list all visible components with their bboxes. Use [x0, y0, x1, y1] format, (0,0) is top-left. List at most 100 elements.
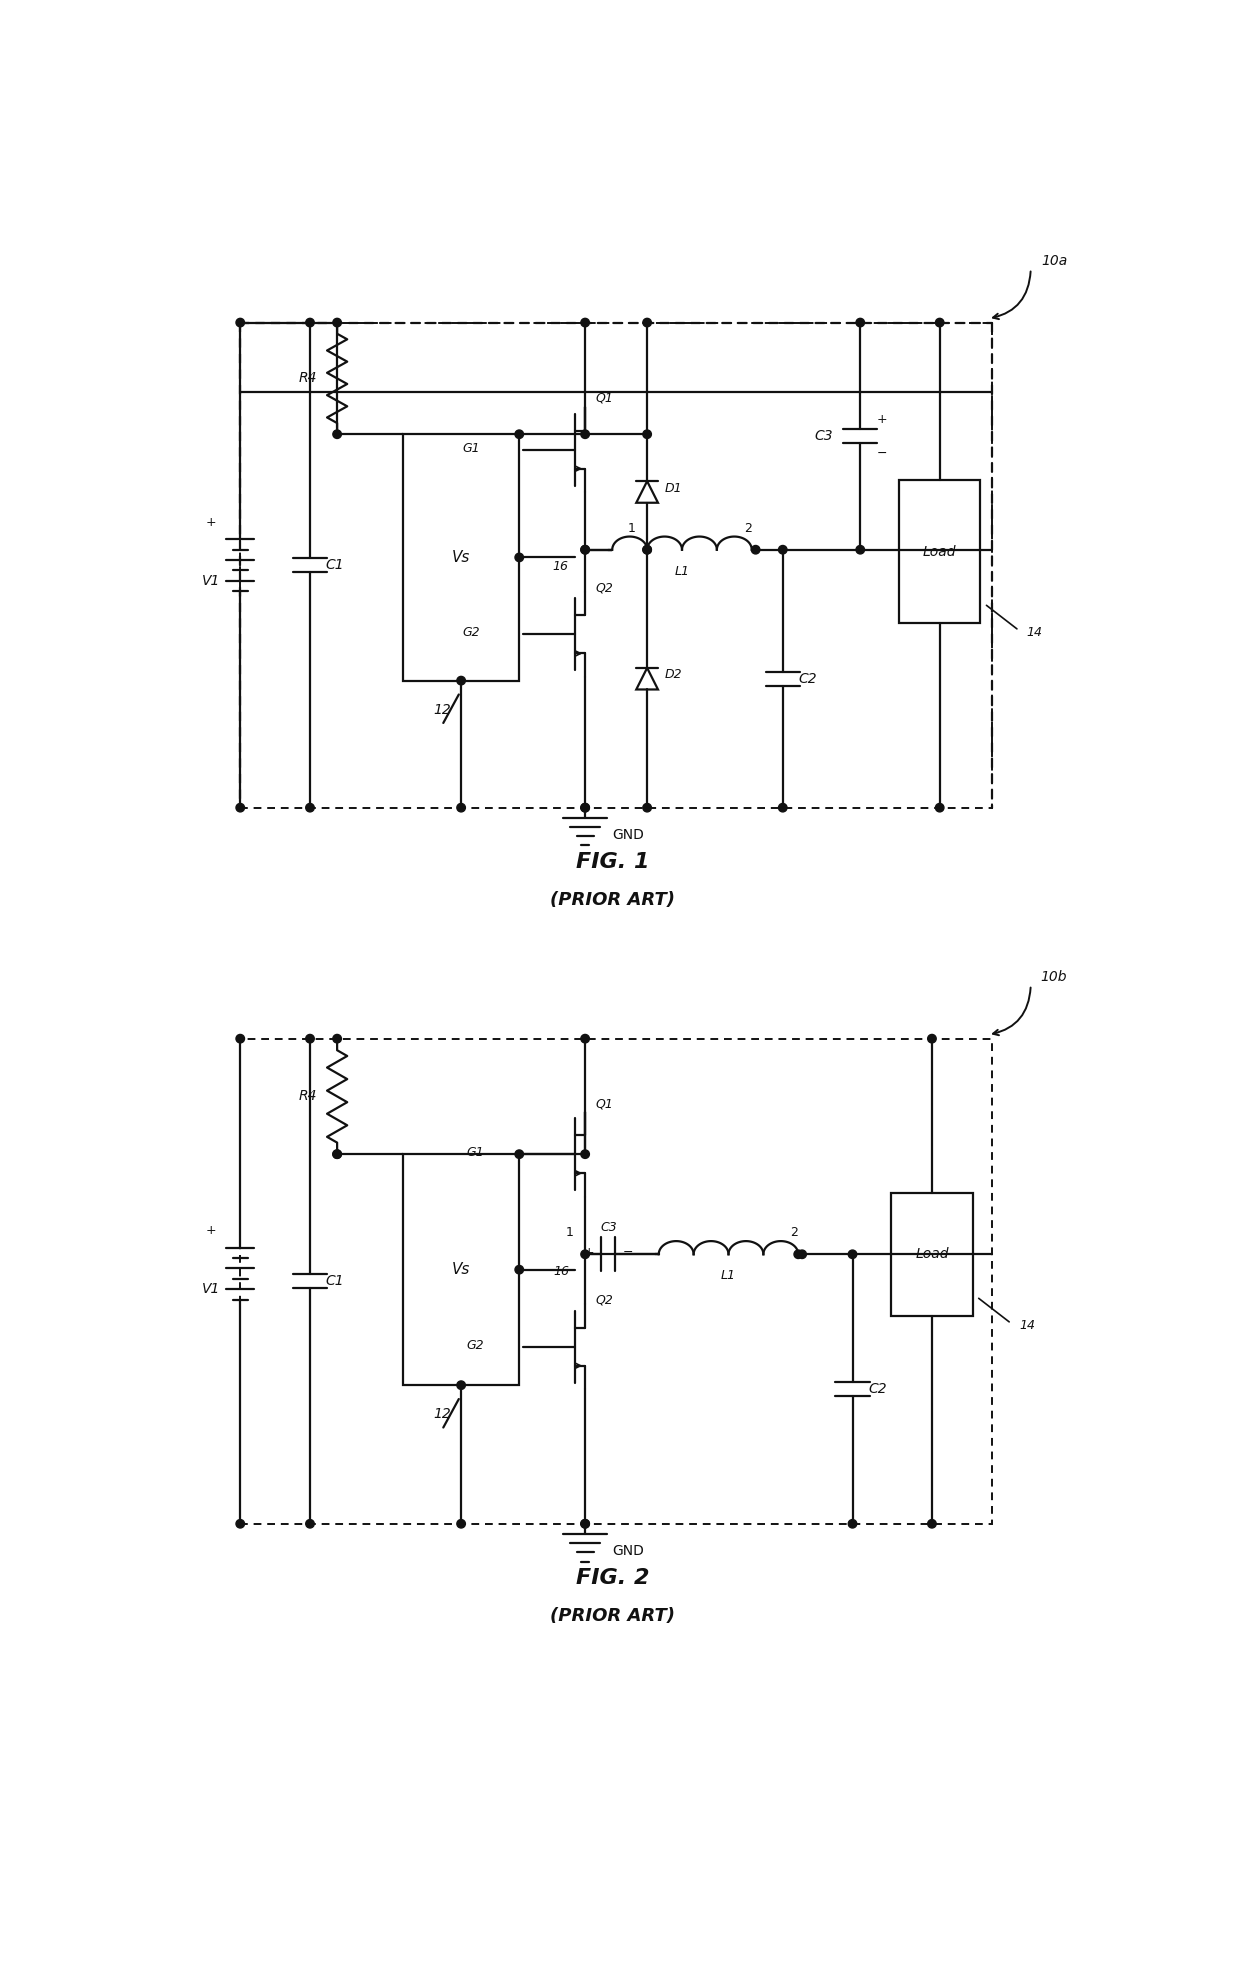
Bar — [892, 1194, 972, 1315]
Text: +: + — [584, 1247, 594, 1258]
Text: GND: GND — [611, 1543, 644, 1559]
Bar — [403, 1154, 520, 1386]
Text: C2: C2 — [799, 671, 817, 685]
Circle shape — [580, 803, 589, 813]
Circle shape — [580, 546, 589, 554]
Text: FIG. 2: FIG. 2 — [575, 1568, 649, 1588]
Text: R4: R4 — [299, 1089, 317, 1103]
Circle shape — [515, 1266, 523, 1274]
Text: C3: C3 — [815, 430, 833, 444]
Circle shape — [236, 1519, 244, 1527]
Text: L1: L1 — [720, 1270, 737, 1282]
Text: V1: V1 — [202, 573, 219, 587]
Text: 10b: 10b — [1040, 970, 1068, 983]
Circle shape — [779, 546, 787, 554]
Text: G2: G2 — [463, 626, 481, 640]
Text: +: + — [206, 1225, 216, 1237]
Text: 2: 2 — [790, 1227, 799, 1239]
Circle shape — [580, 1250, 589, 1258]
Circle shape — [935, 803, 944, 813]
Circle shape — [456, 1380, 465, 1390]
Text: 12: 12 — [433, 1407, 450, 1421]
Text: Load: Load — [915, 1247, 949, 1262]
Text: 16: 16 — [553, 1264, 569, 1278]
Text: C1: C1 — [325, 557, 345, 571]
Text: (PRIOR ART): (PRIOR ART) — [549, 1608, 675, 1625]
Circle shape — [642, 546, 651, 554]
Text: 12: 12 — [433, 703, 450, 716]
Circle shape — [797, 1250, 806, 1258]
Circle shape — [515, 1150, 523, 1158]
Bar — [241, 322, 992, 807]
Circle shape — [848, 1250, 857, 1258]
Text: 2: 2 — [744, 522, 751, 534]
Text: 14: 14 — [1019, 1319, 1035, 1331]
Text: G2: G2 — [466, 1339, 485, 1353]
Circle shape — [456, 803, 465, 813]
Text: 1: 1 — [627, 522, 636, 534]
Circle shape — [928, 1035, 936, 1042]
Circle shape — [515, 554, 523, 561]
Circle shape — [456, 677, 465, 685]
Text: Q2: Q2 — [595, 1294, 613, 1307]
Text: L1: L1 — [675, 565, 689, 577]
Text: 14: 14 — [1027, 626, 1043, 638]
Circle shape — [236, 1035, 244, 1042]
Circle shape — [751, 546, 760, 554]
Text: +: + — [206, 516, 216, 528]
Circle shape — [306, 1519, 314, 1527]
Text: R4: R4 — [299, 371, 317, 385]
Text: 10a: 10a — [1040, 253, 1068, 269]
Circle shape — [236, 318, 244, 326]
Circle shape — [580, 318, 589, 326]
Circle shape — [779, 803, 787, 813]
Text: C2: C2 — [868, 1382, 887, 1396]
Text: D1: D1 — [665, 481, 682, 495]
Text: FIG. 1: FIG. 1 — [575, 852, 649, 872]
Circle shape — [306, 803, 314, 813]
Circle shape — [332, 430, 341, 438]
Circle shape — [580, 1519, 589, 1527]
Text: V1: V1 — [202, 1282, 219, 1296]
Text: C1: C1 — [325, 1274, 345, 1288]
Circle shape — [580, 1035, 589, 1042]
Circle shape — [306, 318, 314, 326]
Bar — [899, 481, 981, 622]
Circle shape — [332, 1150, 341, 1158]
Circle shape — [856, 318, 864, 326]
Circle shape — [306, 1035, 314, 1042]
Text: D2: D2 — [665, 667, 682, 681]
Text: GND: GND — [611, 828, 644, 842]
Circle shape — [456, 1519, 465, 1527]
Text: G1: G1 — [463, 442, 481, 455]
Text: Q1: Q1 — [595, 1097, 613, 1111]
Text: (PRIOR ART): (PRIOR ART) — [549, 891, 675, 909]
Circle shape — [935, 318, 944, 326]
Circle shape — [642, 430, 651, 438]
Text: Q1: Q1 — [595, 391, 613, 404]
Text: −: − — [622, 1247, 632, 1258]
Circle shape — [332, 1035, 341, 1042]
Circle shape — [580, 546, 589, 554]
Text: G1: G1 — [466, 1146, 485, 1158]
Circle shape — [580, 1150, 589, 1158]
Text: +: + — [877, 412, 888, 426]
Circle shape — [580, 803, 589, 813]
Circle shape — [236, 803, 244, 813]
Circle shape — [332, 1150, 341, 1158]
Text: 1: 1 — [565, 1227, 574, 1239]
Circle shape — [580, 1519, 589, 1527]
Text: 16: 16 — [552, 559, 568, 573]
Text: Vs: Vs — [451, 1262, 470, 1278]
Circle shape — [848, 1519, 857, 1527]
Bar — [241, 1038, 992, 1523]
Circle shape — [642, 546, 651, 554]
Circle shape — [515, 430, 523, 438]
Circle shape — [642, 318, 651, 326]
Circle shape — [928, 1519, 936, 1527]
Circle shape — [332, 318, 341, 326]
Text: Load: Load — [923, 544, 956, 559]
Text: −: − — [877, 448, 887, 459]
Circle shape — [580, 430, 589, 438]
Circle shape — [642, 803, 651, 813]
